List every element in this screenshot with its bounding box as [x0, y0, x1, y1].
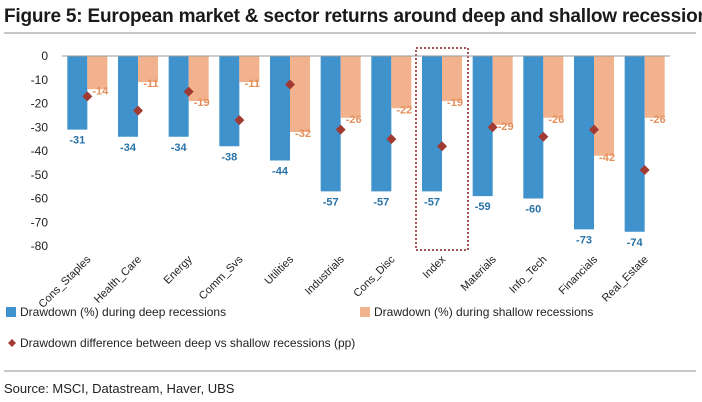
category-label: Energy [162, 253, 195, 286]
marker-diff [133, 105, 143, 116]
data-label-shallow: -26 [548, 114, 564, 126]
bar-shallow [87, 56, 108, 90]
data-label-shallow: -19 [447, 97, 463, 109]
legend-swatch-deep [6, 307, 16, 317]
marker-diff [487, 122, 498, 133]
source-note: Source: MSCI, Datastream, Haver, UBS [4, 381, 235, 396]
bar-deep [168, 56, 189, 137]
data-label-deep: -74 [627, 237, 644, 249]
bar-deep [320, 56, 341, 192]
bar-deep [422, 56, 442, 192]
category-label: Cons_Disc [351, 253, 397, 299]
legend-label-shallow: Drawdown (%) during shallow recessions [374, 305, 593, 319]
marker-diff [183, 86, 194, 97]
bar-shallow [594, 56, 614, 156]
y-tick-label: -40 [31, 144, 49, 158]
bar-deep [624, 56, 645, 232]
bar-deep [574, 56, 594, 230]
chart-title: Figure 5: European market & sector retur… [4, 6, 702, 27]
data-label-shallow: -14 [92, 85, 109, 97]
data-label-deep: -44 [272, 166, 289, 178]
category-label: Index [421, 253, 449, 281]
data-label-deep: -38 [221, 151, 237, 163]
data-label-shallow: -42 [599, 152, 615, 164]
y-tick-label: 0 [41, 49, 48, 63]
bar-shallow [543, 56, 564, 118]
bar-shallow [644, 56, 665, 118]
bar-shallow [290, 56, 310, 132]
bar-deep [67, 56, 88, 130]
bar-shallow [442, 56, 462, 102]
category-label: Real_Estate [600, 254, 651, 305]
bar-deep [523, 56, 544, 199]
bar-deep [118, 56, 138, 137]
legend-swatch-diff [8, 339, 16, 347]
bar-deep [219, 56, 240, 147]
legend-swatch-shallow [360, 307, 370, 317]
bar-shallow [340, 56, 361, 118]
y-tick-label: -80 [31, 239, 49, 253]
legend-label-diff: Drawdown difference between deep vs shal… [20, 336, 355, 350]
bar-shallow [239, 56, 260, 83]
data-label-deep: -57 [424, 196, 440, 208]
category-label: Health_Care [92, 254, 144, 306]
category-label: Comm_Svs [197, 253, 246, 302]
data-label-deep: -57 [373, 196, 389, 208]
data-label-deep: -31 [69, 135, 85, 147]
marker-diff [639, 165, 650, 175]
marker-diff [386, 134, 397, 145]
marker-diff [538, 131, 549, 142]
marker-diff [589, 124, 599, 135]
bar-deep [270, 56, 290, 161]
data-label-shallow: -29 [498, 121, 514, 133]
data-label-shallow: -11 [245, 78, 260, 90]
legend-label-deep: Drawdown (%) during deep recessions [20, 305, 226, 319]
marker-diff [285, 79, 295, 90]
category-label: Financials [557, 253, 601, 297]
data-label-shallow: -19 [194, 97, 210, 109]
bar-shallow [391, 56, 412, 109]
category-label: Industrials [303, 253, 347, 297]
category-label: Cons_Staples [37, 253, 94, 310]
category-label: Materials [459, 253, 499, 293]
data-label-deep: -57 [323, 196, 339, 208]
data-label-shallow: -11 [143, 78, 158, 90]
category-label: Info_Tech [507, 254, 549, 296]
data-label-deep: -34 [120, 142, 137, 154]
bar-deep [472, 56, 493, 197]
marker-diff [234, 115, 245, 126]
y-tick-label: -30 [31, 120, 49, 134]
y-tick-label: -70 [31, 215, 49, 229]
highlight-box [415, 47, 469, 251]
category-label: Utilities [263, 253, 297, 287]
marker-diff [335, 124, 346, 135]
title-divider [4, 32, 696, 34]
y-tick-label: -50 [31, 168, 49, 182]
chart: 0 -10 -20 -30 -40 -50 -60 -70 -80 -31 -14 Cons_Stap… [6, 47, 670, 350]
data-label-shallow: -26 [346, 114, 362, 126]
y-tick-label: -10 [31, 73, 49, 87]
bar-deep [371, 56, 392, 192]
source-divider [4, 370, 696, 372]
data-label-deep: -59 [475, 201, 491, 213]
data-label-shallow: -32 [295, 128, 311, 140]
data-label-deep: -73 [576, 234, 592, 246]
data-label-shallow: -22 [396, 104, 412, 116]
marker-diff [437, 141, 447, 152]
data-label-deep: -34 [171, 142, 188, 154]
bar-shallow [138, 56, 158, 83]
marker-diff [82, 91, 93, 102]
bar-shallow [492, 56, 513, 125]
y-tick-label: -20 [31, 97, 49, 111]
data-label-shallow: -26 [650, 114, 666, 126]
bar-shallow [188, 56, 209, 102]
data-label-deep: -60 [525, 204, 541, 216]
y-tick-label: -60 [31, 192, 49, 206]
